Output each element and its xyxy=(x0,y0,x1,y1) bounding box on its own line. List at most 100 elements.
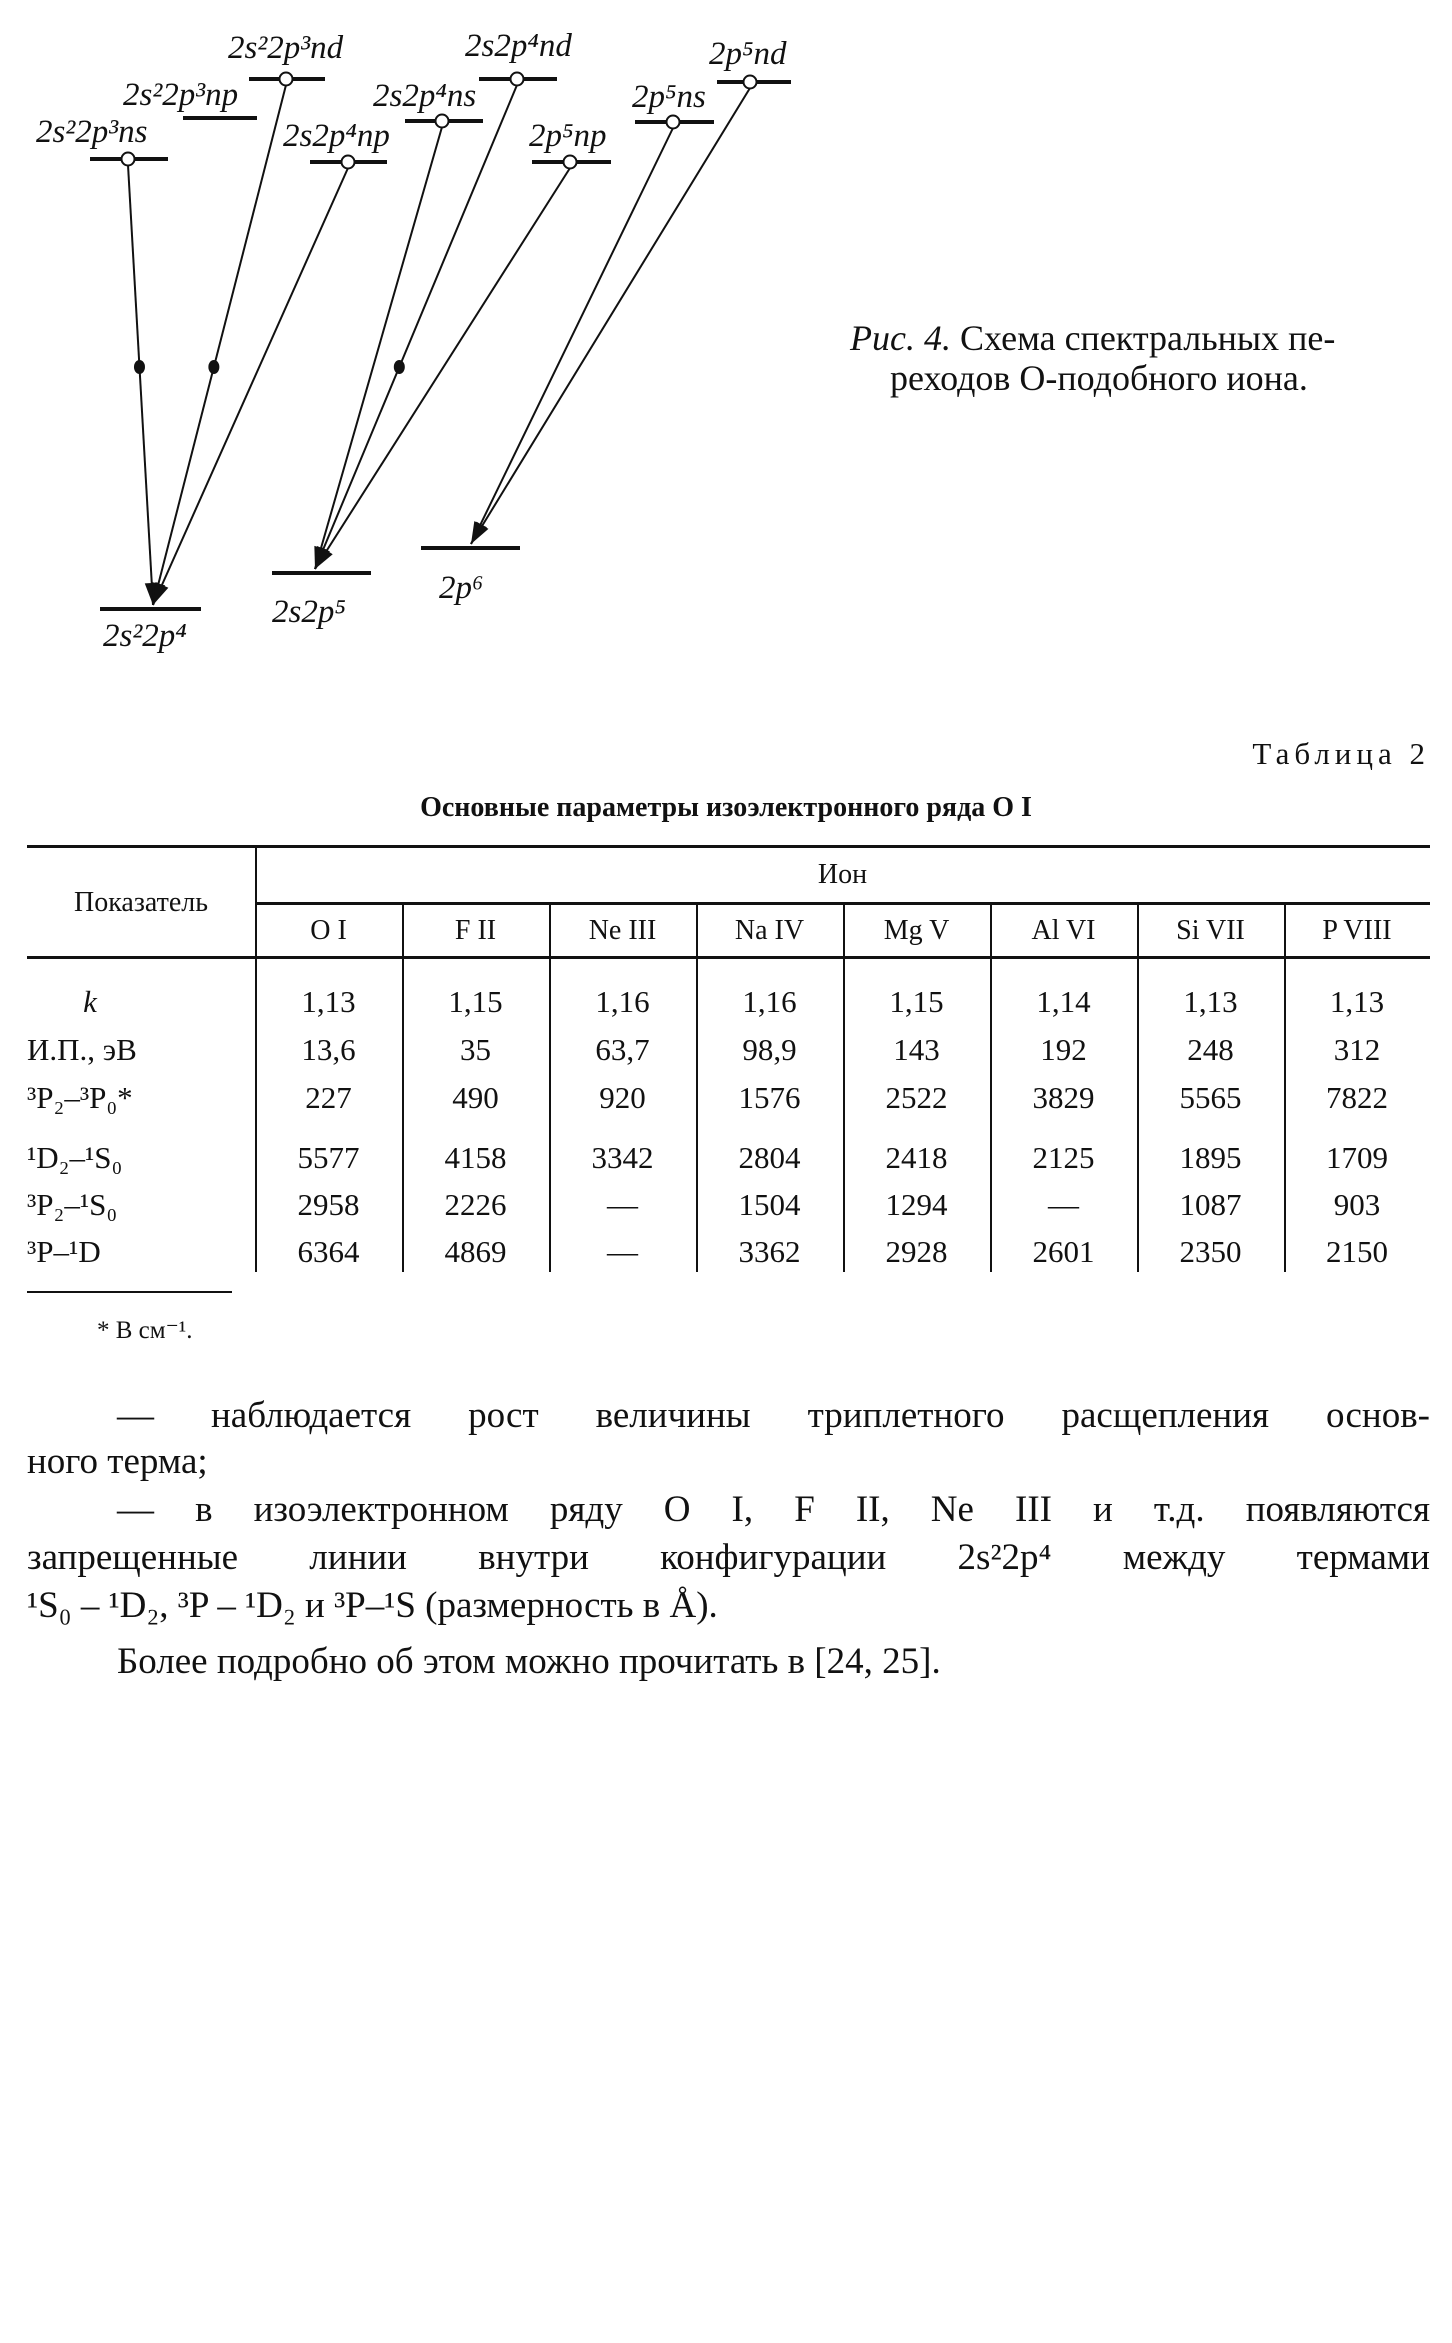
table-column-divider xyxy=(990,903,992,1272)
transition-line xyxy=(314,167,571,570)
table-cell: 1,13 xyxy=(1329,984,1385,1019)
figure-caption-line2: реходов О-подобного иона. xyxy=(890,358,1308,398)
table-cell: 6364 xyxy=(297,1234,360,1269)
column-header: Mg V xyxy=(883,915,950,946)
table-cell: 1576 xyxy=(738,1080,801,1115)
table-cell: 2522 xyxy=(885,1080,948,1115)
level-label-ns4: 2s2p⁴ns xyxy=(373,78,476,114)
text-line-1: — наблюдается рост величины триплетного … xyxy=(117,1395,1430,1436)
table-cell: 490 xyxy=(452,1080,499,1115)
level-label-nd3: 2s²2p³nd xyxy=(228,30,344,66)
table-cell: 1504 xyxy=(738,1187,801,1222)
table-number: Таблица 2 xyxy=(1252,736,1430,771)
transition-line xyxy=(314,126,443,570)
table-cell: 1895 xyxy=(1179,1140,1242,1175)
table-column-divider xyxy=(255,846,257,1272)
table-cell: 2418 xyxy=(885,1140,948,1175)
table-cell: 1709 xyxy=(1326,1140,1388,1175)
table-cell: 143 xyxy=(893,1032,940,1067)
table-cell: 63,7 xyxy=(595,1032,650,1067)
table-cell: 98,9 xyxy=(742,1032,797,1067)
table-cell: 312 xyxy=(1333,1032,1381,1067)
table-cell: 1,15 xyxy=(889,984,944,1019)
table-column-divider xyxy=(402,903,404,1272)
level-label-g3: 2p⁶ xyxy=(439,570,483,606)
footnote-rule xyxy=(27,1291,232,1293)
column-header: F II xyxy=(454,915,497,946)
table-column-divider xyxy=(1284,903,1286,1272)
arrowhead-icon xyxy=(315,546,333,569)
table-cell: — xyxy=(607,1187,638,1222)
arrowhead-icon xyxy=(471,521,489,544)
table-cell: 5577 xyxy=(297,1140,360,1175)
table-cell: 1,16 xyxy=(595,984,650,1019)
table-cell: 2958 xyxy=(297,1187,360,1222)
filled-dot-marker xyxy=(133,360,145,374)
transition-line xyxy=(152,84,287,606)
table-cell: 1,15 xyxy=(448,984,503,1019)
transition-line xyxy=(152,167,349,606)
open-circle-marker xyxy=(434,113,450,129)
table-column-divider xyxy=(843,903,845,1272)
table-column-divider xyxy=(549,903,551,1272)
table-cell: 7822 xyxy=(1326,1080,1388,1115)
column-header: O I xyxy=(310,915,347,946)
figure-caption-text: Схема спектральных пе- xyxy=(950,318,1336,358)
table-cell: 1087 xyxy=(1179,1187,1242,1222)
transition-line xyxy=(470,87,751,545)
table-cell: — xyxy=(1048,1187,1079,1222)
open-circle-marker xyxy=(562,154,578,170)
figure-caption-label: Рис. 4. xyxy=(850,318,951,358)
table-cell: 4158 xyxy=(444,1140,507,1175)
row-header: Показатель xyxy=(74,887,208,918)
level-label-g1: 2s²2p⁴ xyxy=(103,618,187,654)
table-top-rule xyxy=(27,845,1430,848)
text-line-5: ¹S₀ – ¹D₂, ³P – ¹D₂ и ³P–¹S (размерность… xyxy=(27,1585,718,1626)
table-title: Основные параметры изоэлектронного ряда … xyxy=(420,792,1032,823)
table-cell: 3362 xyxy=(738,1234,801,1269)
open-circle-marker xyxy=(665,114,681,130)
table-cell: 1,13 xyxy=(301,984,356,1019)
row-label: ³P–¹D xyxy=(27,1234,101,1269)
table-cell: 1,13 xyxy=(1183,984,1238,1019)
table-cell: 1294 xyxy=(885,1187,948,1222)
row-label: ³P₂–³P₀* xyxy=(27,1080,133,1115)
table-cell: 227 xyxy=(305,1080,352,1115)
text-line-3: — в изоэлектронном ряду O I, F II, Ne II… xyxy=(117,1489,1430,1530)
row-label: И.П., эВ xyxy=(27,1032,137,1067)
table-cell: 35 xyxy=(460,1032,491,1067)
table-cell: 2125 xyxy=(1032,1140,1095,1175)
row-label: k xyxy=(83,984,97,1019)
table-cell: 3342 xyxy=(591,1140,654,1175)
transition-line xyxy=(314,84,518,570)
column-header: Ne III xyxy=(588,915,657,946)
column-header: Al VI xyxy=(1031,915,1096,946)
level-label-ns3: 2s²2p³ns xyxy=(36,114,147,150)
table-cell: 1,14 xyxy=(1036,984,1091,1019)
table-column-divider xyxy=(696,903,698,1272)
level-label-nd4: 2s2p⁴nd xyxy=(465,28,572,64)
column-header: Si VII xyxy=(1176,915,1245,946)
table-subheader-rule xyxy=(255,902,1430,905)
level-label-g2: 2s2p⁵ xyxy=(272,594,346,630)
text-line-4: запрещенные линии внутри конфигурации 2s… xyxy=(27,1537,1430,1578)
table-cell: 1,16 xyxy=(742,984,797,1019)
table-cell: 248 xyxy=(1187,1032,1234,1067)
table-cell: 2928 xyxy=(885,1234,948,1269)
table-header-rule xyxy=(27,956,1430,959)
table-cell: 920 xyxy=(599,1080,646,1115)
table-column-divider xyxy=(1137,903,1139,1272)
transition-line xyxy=(470,127,674,545)
filled-dot-marker xyxy=(208,360,220,374)
open-circle-marker xyxy=(340,154,356,170)
table-cell: 2804 xyxy=(738,1140,801,1175)
table-cell: 2150 xyxy=(1326,1234,1388,1269)
text-line-6: Более подробно об этом можно прочитать в… xyxy=(117,1641,941,1682)
figure-caption-line1: Рис. 4. Схема спектральных пе- xyxy=(850,318,1335,358)
open-circle-marker xyxy=(509,71,525,87)
table-cell: 3829 xyxy=(1032,1080,1095,1115)
level-label-ns5: 2p⁵ns xyxy=(632,79,706,115)
column-header: Na IV xyxy=(734,915,805,946)
text-line-2: ного терма; xyxy=(27,1441,208,1482)
